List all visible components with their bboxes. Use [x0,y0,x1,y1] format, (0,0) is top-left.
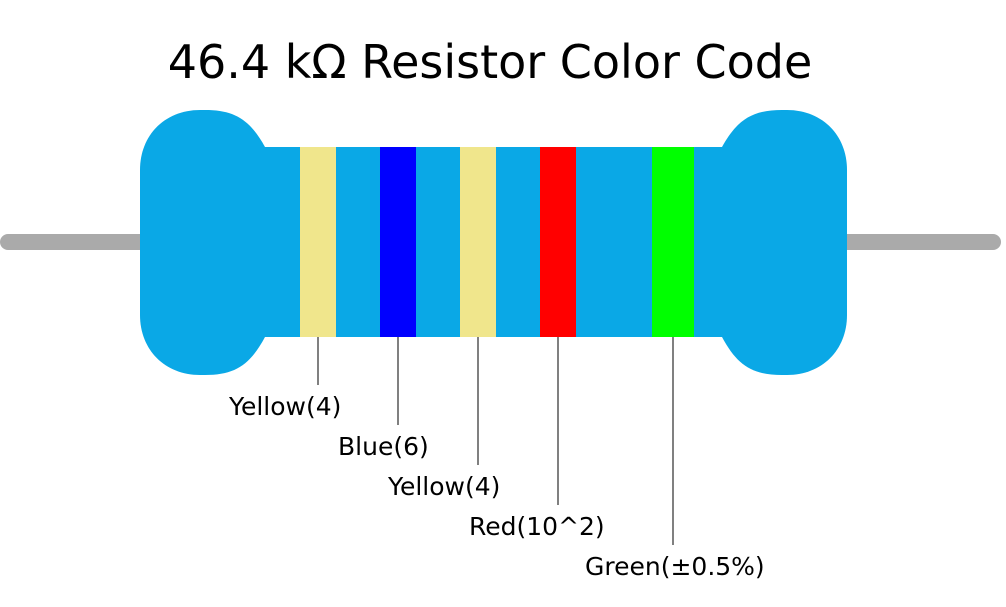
band-label: Blue(6) [338,432,429,461]
color-band [380,147,416,337]
left-cap [140,110,265,375]
band-label: Yellow(4) [387,472,500,501]
band-label: Green(±0.5%) [585,552,765,581]
color-band [652,147,694,337]
right-cap [722,110,847,375]
title: 46.4 kΩ Resistor Color Code [168,35,813,89]
band-label: Red(10^2) [469,512,605,541]
color-band [300,147,336,337]
bands: Yellow(4) Blue(6) Yellow(4) Red(10^2) Green(… [228,147,765,581]
band-label: Yellow(4) [228,392,341,421]
color-band [540,147,576,337]
color-band [460,147,496,337]
